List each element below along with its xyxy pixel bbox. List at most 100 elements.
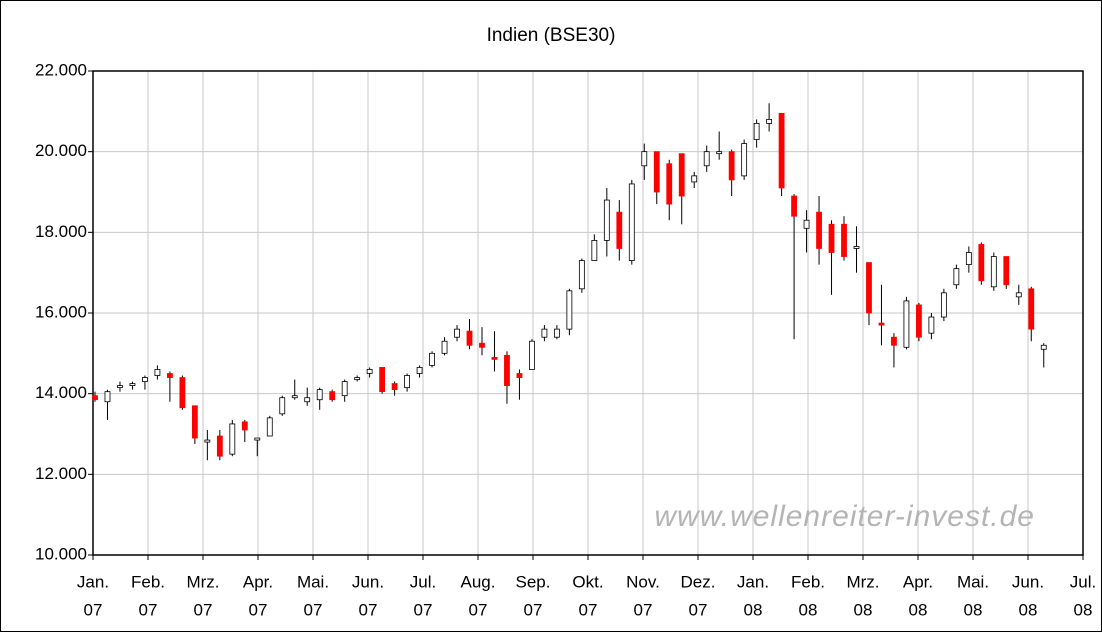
candle-body	[703, 151, 710, 167]
candle-body	[304, 397, 311, 403]
candle-body	[928, 316, 935, 334]
candle-body	[728, 151, 735, 181]
candle-body	[916, 304, 922, 338]
x-tick-label: 07	[689, 600, 708, 619]
x-tick-label: 08	[1019, 600, 1038, 619]
candle-body	[878, 322, 885, 326]
candle-body	[903, 300, 910, 348]
x-tick-label: 08	[854, 600, 873, 619]
x-tick-label: Mrz.	[846, 572, 879, 591]
x-tick-label: 07	[414, 600, 433, 619]
y-tick-label: 20.000	[35, 141, 87, 160]
x-tick-label: 08	[909, 600, 928, 619]
candle-body	[716, 151, 723, 155]
chart-title: Indien (BSE30)	[487, 25, 616, 46]
x-tick-label: Apr.	[243, 572, 273, 591]
candle-body	[379, 367, 386, 393]
x-tick-label: Jan.	[77, 572, 109, 591]
candle-body	[616, 211, 623, 249]
candle-body	[578, 260, 585, 290]
x-tick-label: Feb.	[131, 572, 165, 591]
candle-body	[603, 199, 610, 241]
x-tick-label: 07	[524, 600, 543, 619]
candle-body	[940, 292, 947, 318]
x-tick-label: 07	[469, 600, 488, 619]
candle-body	[366, 369, 373, 374]
candle-body	[316, 389, 323, 401]
candle-body	[279, 397, 286, 415]
x-tick-label: Jul.	[410, 572, 436, 591]
x-tick-label: Mai.	[957, 572, 989, 591]
x-tick-label: 07	[359, 600, 378, 619]
y-tick-label: 10.000	[35, 544, 87, 563]
candle-body	[516, 373, 523, 378]
x-tick-label: Jun.	[352, 572, 384, 591]
candle-body	[179, 377, 186, 409]
candle-body	[628, 183, 635, 261]
candle-body	[129, 383, 136, 387]
x-tick-label: 08	[744, 600, 763, 619]
candle-body	[491, 356, 498, 360]
candle-body	[504, 354, 510, 387]
x-tick-label: 07	[579, 600, 598, 619]
x-tick-label: Jun.	[1012, 572, 1044, 591]
candle-body	[391, 383, 398, 391]
candle-body	[778, 112, 785, 189]
candle-body	[828, 223, 835, 253]
candle-body	[766, 119, 773, 124]
candle-body	[841, 223, 847, 257]
y-tick-label: 12.000	[35, 464, 87, 483]
x-tick-label: Nov.	[626, 572, 660, 591]
x-tick-label: Jul.	[1070, 572, 1096, 591]
candle-body	[653, 151, 660, 193]
candle-body	[291, 395, 298, 399]
candle-body	[104, 391, 111, 403]
candle-body	[154, 369, 161, 376]
x-tick-label: 07	[249, 600, 268, 619]
candle-body	[441, 340, 448, 354]
candle-body	[1040, 344, 1047, 350]
candle-body	[541, 328, 548, 338]
x-tick-label: Mrz.	[186, 572, 219, 591]
candle-body	[429, 352, 435, 366]
candle-body	[791, 195, 797, 217]
x-tick-label: 08	[799, 600, 818, 619]
x-tick-label: Feb.	[791, 572, 825, 591]
candle-body	[117, 385, 123, 389]
x-tick-label: 07	[634, 600, 653, 619]
candle-body	[1028, 288, 1035, 330]
y-tick-label: 16.000	[35, 302, 87, 321]
x-tick-label: Apr.	[903, 572, 933, 591]
x-tick-label: 08	[1074, 600, 1093, 619]
candle-body	[803, 219, 810, 229]
candle-body	[454, 328, 460, 338]
candle-body	[329, 391, 336, 401]
candle-body	[479, 342, 485, 348]
candle-body	[691, 175, 698, 183]
candle-body	[229, 423, 236, 455]
candle-body	[191, 405, 198, 439]
y-tick-label: 14.000	[35, 383, 87, 402]
candle-body	[553, 328, 560, 338]
candle-body	[591, 239, 598, 261]
candle-body	[404, 375, 410, 389]
candle-body	[1003, 256, 1010, 286]
x-tick-label: Sep.	[516, 572, 551, 591]
candle-body	[142, 377, 148, 382]
candle-body	[341, 381, 348, 397]
candle-body	[1015, 292, 1022, 298]
candle-body	[529, 340, 535, 370]
candle-body	[254, 437, 261, 441]
candle-body	[853, 246, 860, 249]
candle-body	[566, 290, 573, 330]
x-tick-label: 07	[139, 600, 158, 619]
candle-body	[641, 151, 648, 167]
candle-body	[978, 244, 985, 282]
candle-body	[416, 367, 423, 374]
x-tick-label: Aug.	[461, 572, 496, 591]
candle-body	[92, 395, 98, 401]
y-tick-label: 22.000	[35, 60, 87, 79]
candle-body	[466, 330, 473, 346]
candle-body	[204, 439, 211, 443]
